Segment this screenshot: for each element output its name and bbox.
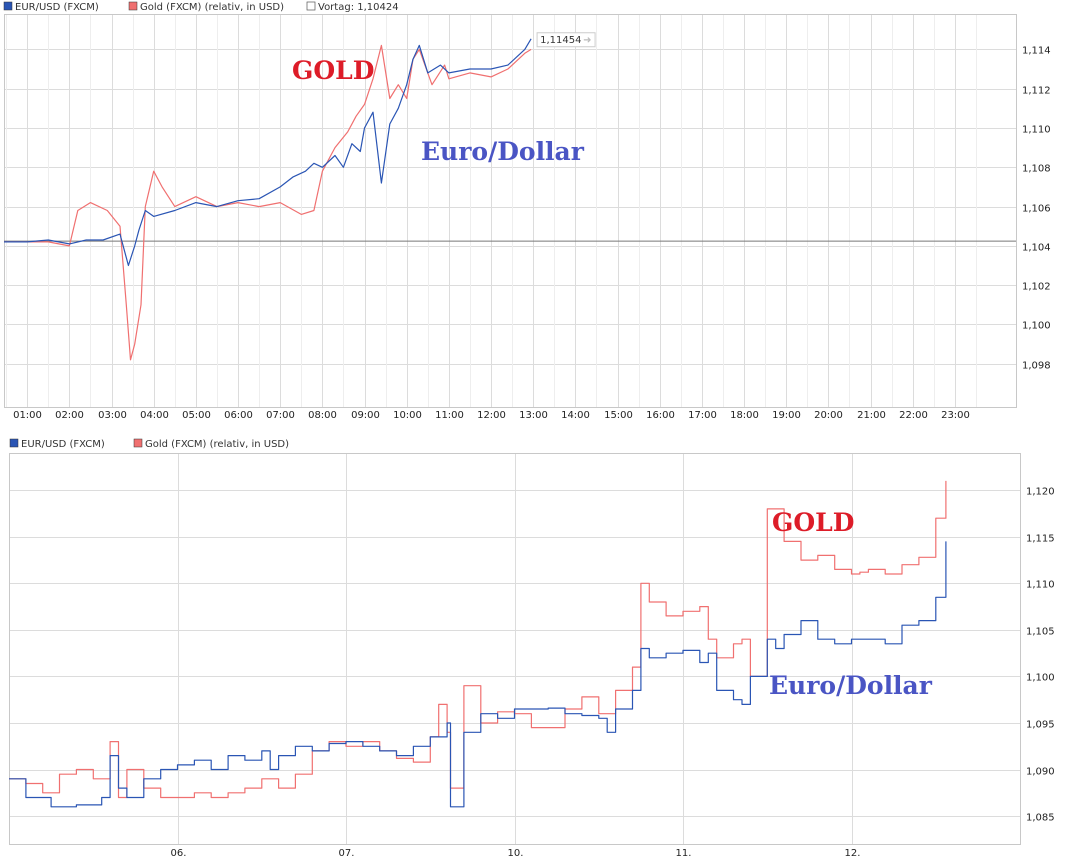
top-x-tick-label: 06:00 [224, 410, 253, 421]
bottom-x-tick-label: 10. [508, 848, 524, 859]
bottom-plot-frame [9, 453, 1021, 845]
bottom-y-tick-label: 1,085 [1026, 813, 1055, 824]
bottom-gridlines [9, 453, 1020, 844]
bottom-annotation-euro: Euro/Dollar [769, 671, 933, 700]
top-y-tick-label: 1,100 [1022, 321, 1051, 332]
bottom-legend: EUR/USD (FXCM) Gold (FXCM) (relativ, in … [9, 438, 289, 450]
top-x-tick-label: 09:00 [351, 410, 380, 421]
top-eurusd-line [4, 38, 532, 267]
arrow-right-icon: ➜ [583, 35, 591, 46]
legend-swatch-eurusd-2 [9, 438, 19, 448]
top-y-tick-label: 1,098 [1022, 361, 1051, 372]
bottom-y-tick-label: 1,095 [1026, 720, 1055, 731]
top-x-tick-label: 17:00 [688, 410, 717, 421]
bottom-x-tick-label: 06. [171, 848, 187, 859]
top-x-tick-label: 01:00 [13, 410, 42, 421]
top-x-tick-label: 10:00 [393, 410, 422, 421]
top-x-tick-label: 20:00 [814, 410, 843, 421]
top-y-tick-label: 1,104 [1022, 243, 1051, 254]
top-y-tick-label: 1,108 [1022, 164, 1051, 175]
bottom-y-axis: 1,085 1,090 1,095 1,100 1,105 1,110 1,115 1,120 [1026, 487, 1055, 824]
top-gold-line [4, 44, 532, 361]
top-y-axis: 1,098 1,100 1,102 1,104 1,106 1,108 1,110 1,112… [1022, 46, 1051, 372]
top-x-tick-label: 07:00 [266, 410, 295, 421]
top-x-tick-label: 02:00 [55, 410, 84, 421]
bottom-y-tick-label: 1,115 [1026, 534, 1055, 545]
top-x-tick-label: 14:00 [561, 410, 590, 421]
legend-label-gold-2: Gold (FXCM) (relativ, in USD) [145, 439, 289, 450]
top-y-tick-label: 1,114 [1022, 46, 1051, 57]
top-x-tick-label: 19:00 [772, 410, 801, 421]
top-x-tick-label: 23:00 [941, 410, 970, 421]
top-plot-frame [4, 14, 1017, 408]
top-x-tick-label: 04:00 [140, 410, 169, 421]
top-x-tick-label: 12:00 [477, 410, 506, 421]
bottom-annotation-gold: GOLD [772, 508, 854, 537]
bottom-x-axis: 06. 07. 10. 11. 12. [171, 848, 861, 859]
top-annotation-euro: Euro/Dollar [421, 137, 585, 166]
top-x-tick-label: 08:00 [308, 410, 337, 421]
legend-label-vortag: Vortag: 1,10424 [318, 2, 399, 13]
bottom-eurusd-line [9, 541, 947, 808]
top-x-tick-label: 03:00 [98, 410, 127, 421]
top-series-group [4, 38, 532, 361]
top-x-tick-label: 18:00 [730, 410, 759, 421]
legend-swatch-vortag [306, 1, 316, 11]
top-x-tick-label: 16:00 [646, 410, 675, 421]
top-x-tick-label: 15:00 [604, 410, 633, 421]
last-value-box [536, 32, 596, 48]
bottom-plot: 1,085 1,090 1,095 1,100 1,105 1,110 1,115 1,120… [9, 453, 1055, 859]
bottom-gold-line [9, 480, 947, 799]
top-y-tick-label: 1,110 [1022, 125, 1051, 136]
bottom-x-tick-label: 11. [676, 848, 692, 859]
last-value-label: 1,11454 [540, 35, 581, 46]
top-x-tick-label: 22:00 [899, 410, 928, 421]
bottom-series-group [9, 480, 947, 808]
bottom-y-tick-label: 1,105 [1026, 627, 1055, 638]
legend-label-gold: Gold (FXCM) (relativ, in USD) [140, 2, 284, 13]
bottom-y-tick-label: 1,110 [1026, 580, 1055, 591]
top-plot: 1,098 1,100 1,102 1,104 1,106 1,108 1,110 1,112… [4, 14, 1051, 421]
top-gridlines [4, 14, 1016, 407]
top-y-tick-label: 1,102 [1022, 282, 1051, 293]
legend-swatch-gold-2 [133, 438, 143, 448]
bottom-y-tick-label: 1,090 [1026, 767, 1055, 778]
top-x-tick-label: 11:00 [435, 410, 464, 421]
bottom-y-tick-label: 1,120 [1026, 487, 1055, 498]
top-annotation-gold: GOLD [292, 56, 374, 85]
bottom-x-tick-label: 12. [845, 848, 861, 859]
top-x-axis: 01:00 02:00 03:00 04:00 05:00 06:00 07:00 08:00… [13, 410, 970, 421]
top-y-tick-label: 1,106 [1022, 204, 1051, 215]
last-value-tag: 1,11454 ➜ [536, 32, 596, 48]
bottom-y-tick-label: 1,100 [1026, 673, 1055, 684]
legend-label-eurusd: EUR/USD (FXCM) [15, 2, 99, 13]
top-legend: EUR/USD (FXCM) Gold (FXCM) (relativ, in … [3, 1, 399, 13]
legend-swatch-gold [128, 1, 138, 11]
legend-label-eurusd-2: EUR/USD (FXCM) [21, 439, 105, 450]
top-x-tick-label: 21:00 [857, 410, 886, 421]
top-x-tick-label: 05:00 [182, 410, 211, 421]
bottom-x-tick-label: 07. [339, 848, 355, 859]
top-y-tick-label: 1,112 [1022, 86, 1051, 97]
top-x-tick-label: 13:00 [519, 410, 548, 421]
legend-swatch-eurusd [3, 1, 13, 11]
